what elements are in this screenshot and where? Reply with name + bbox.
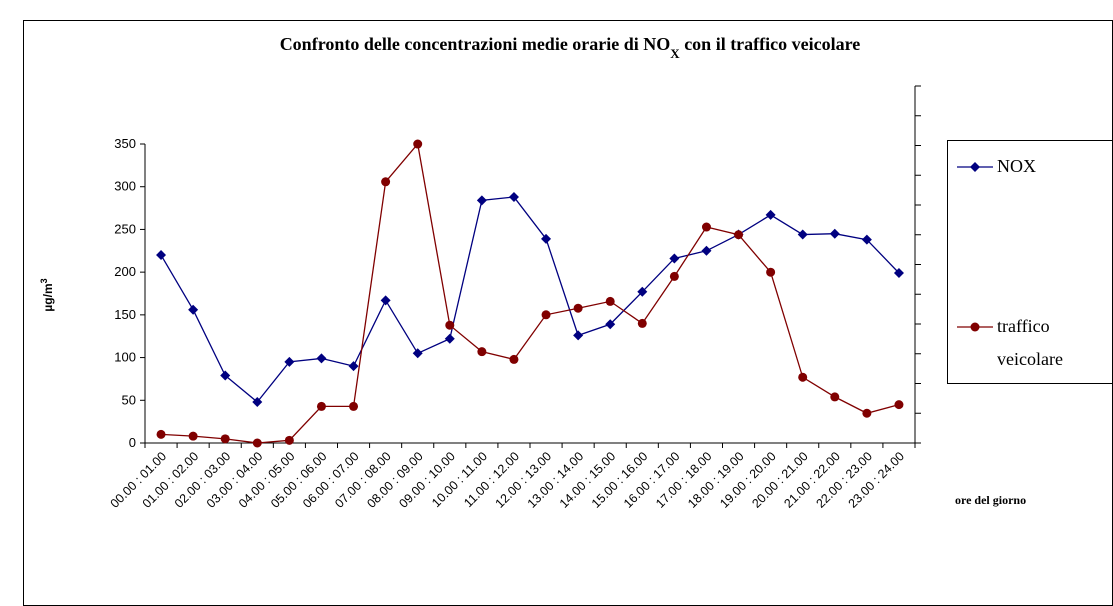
legend-marker [970,162,980,172]
point [284,356,295,367]
legend-label: traffico veicolare [997,316,1063,369]
title-part: con il traffico veicolare [680,34,861,54]
point [348,361,359,372]
y-tick-label: 250 [114,221,136,236]
point [893,267,904,278]
point [509,354,519,364]
point [284,435,294,445]
point [573,330,584,341]
point [188,431,198,441]
point [476,195,487,206]
point [541,310,551,320]
y-tick-label: 100 [114,350,136,365]
chart-title: Confronto delle concentrazioni medie ora… [280,34,861,61]
point [156,250,167,261]
point [669,253,680,264]
point [637,318,647,328]
point [316,401,326,411]
point [412,348,423,359]
y-tick-label: 50 [122,392,136,407]
y-tick-label: 150 [114,307,136,322]
point [862,408,872,418]
point [797,229,808,240]
x-axis-label: ore del giorno [955,493,1026,507]
title-subscript: X [670,46,680,61]
point [605,296,615,306]
point [316,353,327,364]
point [766,267,776,277]
y-tick-label: 200 [114,264,136,279]
y-tick-label: 0 [129,435,136,450]
y-tick-label: 300 [114,179,136,194]
point [701,245,712,256]
point [349,401,359,411]
point [829,228,840,239]
point [734,230,744,240]
point [413,139,423,149]
point [444,333,455,344]
point [156,429,166,439]
point [637,286,648,297]
point [220,434,230,444]
y-label-part: µg/m [41,283,55,311]
point [508,191,519,202]
y-axis-label: µg/m3 [39,278,55,311]
y-label-superscript: 3 [39,278,49,283]
point [605,319,616,330]
title-part: Confronto delle concentrazioni medie ora… [280,34,671,54]
point [188,304,199,315]
point [252,438,262,448]
point [765,209,776,220]
point [798,372,808,382]
point [252,396,263,407]
point [894,400,904,410]
series-line [161,142,900,444]
legend-label: NOX [997,156,1036,176]
point [220,370,231,381]
point [701,222,711,232]
point [381,177,391,187]
point [477,347,487,357]
point [445,320,455,330]
point [861,234,872,245]
point [380,295,391,306]
point [573,303,583,313]
y-tick-label: 350 [114,136,136,151]
series-line [160,196,900,403]
point [541,233,552,244]
point [669,271,679,281]
point [830,392,840,402]
legend-marker [970,322,980,332]
